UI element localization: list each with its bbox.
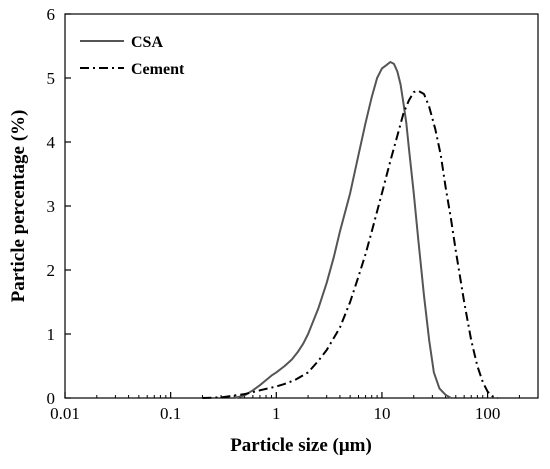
- series-line-cement: [202, 89, 499, 399]
- y-tick-label: 4: [47, 133, 56, 152]
- y-tick-label: 0: [47, 389, 56, 408]
- x-tick-label: 0.1: [160, 404, 181, 423]
- x-axis-title: Particle size (μm): [230, 435, 372, 456]
- x-tick-label: 10: [373, 404, 390, 423]
- series-line-csa: [234, 61, 452, 399]
- x-axis: 0.01 0.1 1 10 100: [50, 392, 539, 423]
- y-tick-label: 3: [47, 197, 56, 216]
- series-layer: [202, 61, 499, 399]
- y-tick-label: 5: [47, 69, 56, 88]
- x-tick-label: 0.01: [50, 404, 80, 423]
- x-tick-label: 1: [272, 404, 281, 423]
- y-axis-title: Particle percentage (%): [8, 110, 29, 303]
- legend: CSA Cement: [80, 34, 185, 78]
- legend-label: CSA: [131, 34, 163, 51]
- y-tick-label: 1: [47, 325, 56, 344]
- y-axis: 0 1 2 3 4 5 6: [47, 5, 71, 408]
- legend-label: Cement: [131, 61, 185, 78]
- y-tick-label: 6: [47, 5, 56, 24]
- y-tick-label: 2: [47, 261, 56, 280]
- x-tick-label: 100: [475, 404, 501, 423]
